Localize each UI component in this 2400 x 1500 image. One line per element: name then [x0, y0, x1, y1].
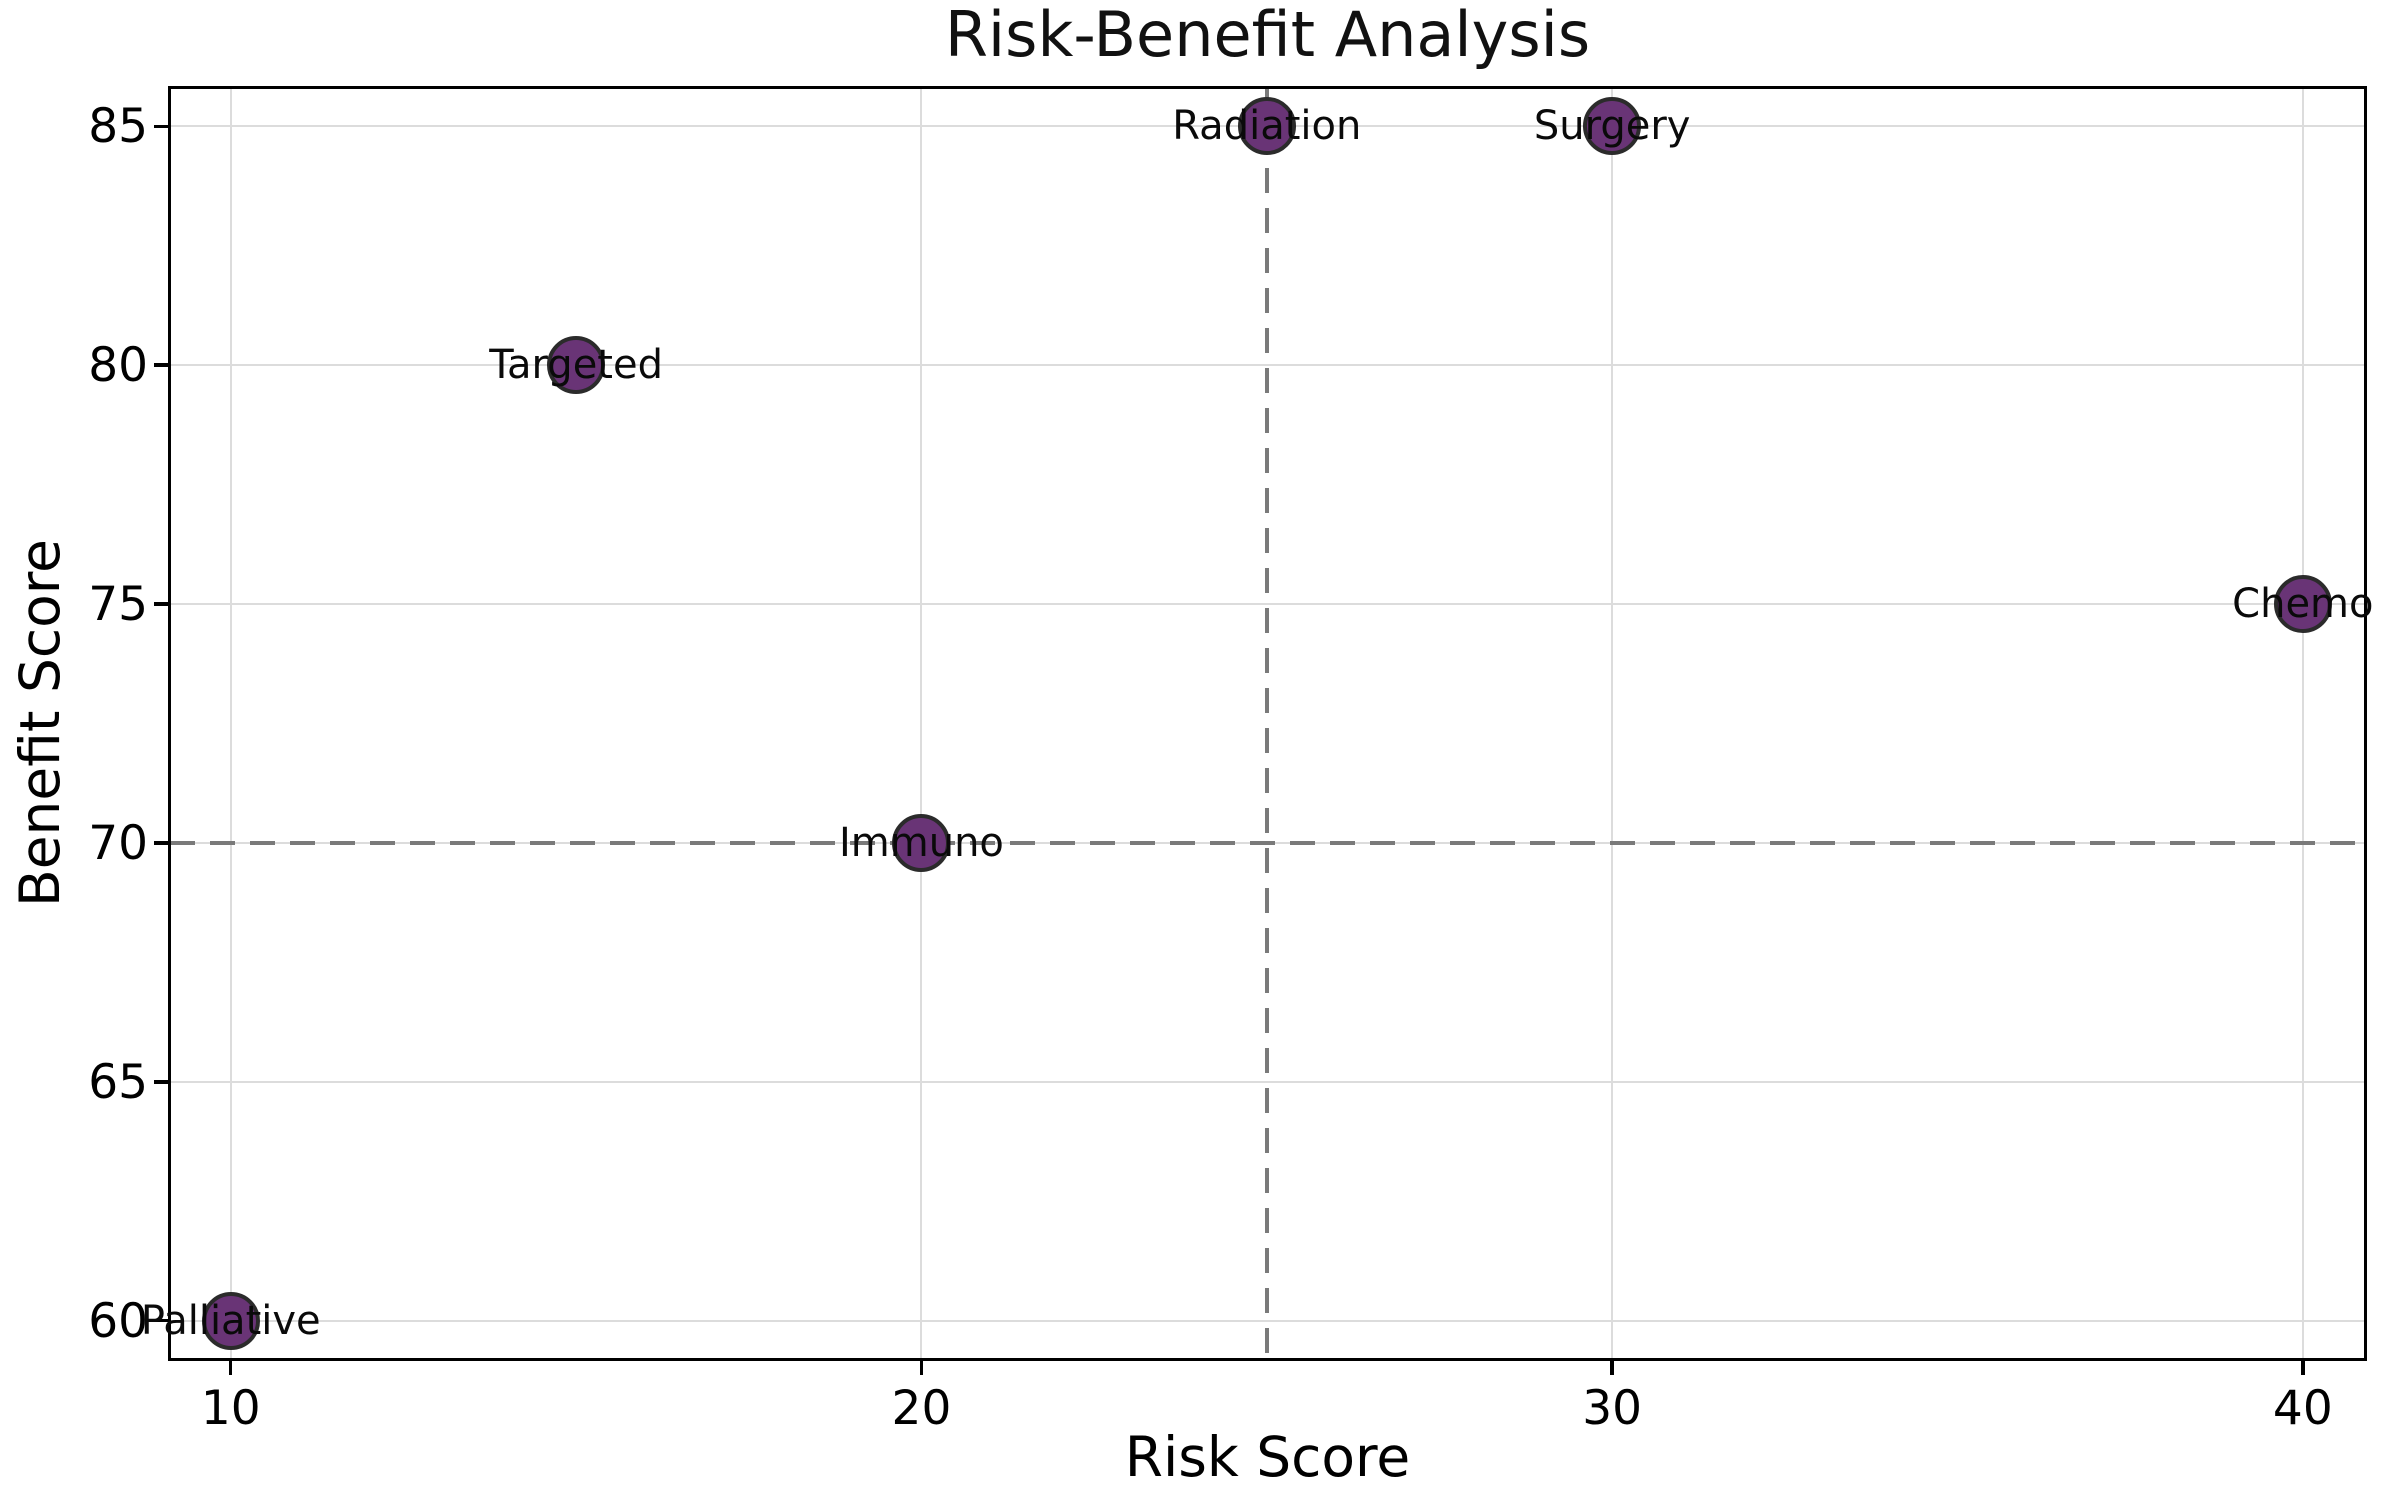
y-tick-mark: [154, 602, 168, 606]
x-tick-mark: [919, 1361, 924, 1375]
x-tick-mark: [1610, 1361, 1614, 1375]
y-tick-mark: [154, 841, 168, 845]
data-point-surgery: [1583, 97, 1642, 156]
x-gridline: [1611, 88, 1614, 1359]
x-axis-label: Risk Score: [1124, 1425, 1411, 1489]
data-point-palliative: [201, 1291, 260, 1350]
point-label-targeted: Targeted: [489, 342, 663, 389]
data-point-chemo: [2273, 575, 2332, 634]
x-tick-mark: [2301, 1361, 2305, 1375]
vline-risk-threshold: [1265, 88, 1269, 1359]
chart-title: Risk-Benefit Analysis: [944, 0, 1591, 71]
x-tick-mark: [229, 1361, 233, 1375]
x-gridline: [229, 88, 232, 1359]
point-label-palliative: Palliative: [140, 1297, 321, 1344]
y-tick-mark: [154, 1080, 168, 1084]
point-label-chemo: Chemo: [2232, 581, 2374, 628]
point-label-immuno: Immuno: [839, 819, 1004, 866]
point-label-radiation: Radiation: [1172, 103, 1362, 150]
x-tick-label: 20: [891, 1381, 952, 1436]
x-gridline: [2301, 88, 2304, 1359]
y-tick-label: 65: [88, 1054, 148, 1110]
x-tick-label: 10: [200, 1381, 261, 1436]
y-tick-label: 75: [88, 577, 148, 633]
y-tick-label: 60: [88, 1293, 148, 1349]
y-tick-mark: [154, 124, 168, 128]
y-tick-label: 70: [88, 815, 148, 871]
y-tick-mark: [154, 363, 168, 367]
x-gridline: [920, 88, 923, 1359]
x-tick-label: 40: [2272, 1381, 2333, 1436]
x-tick-label: 30: [1582, 1381, 1643, 1436]
data-point-radiation: [1237, 97, 1296, 156]
data-point-immuno: [892, 813, 951, 872]
y-tick-mark: [154, 1319, 168, 1323]
data-point-targeted: [547, 336, 606, 395]
y-tick-label: 80: [88, 338, 148, 394]
point-label-surgery: Surgery: [1533, 103, 1691, 150]
y-tick-label: 85: [88, 99, 148, 155]
